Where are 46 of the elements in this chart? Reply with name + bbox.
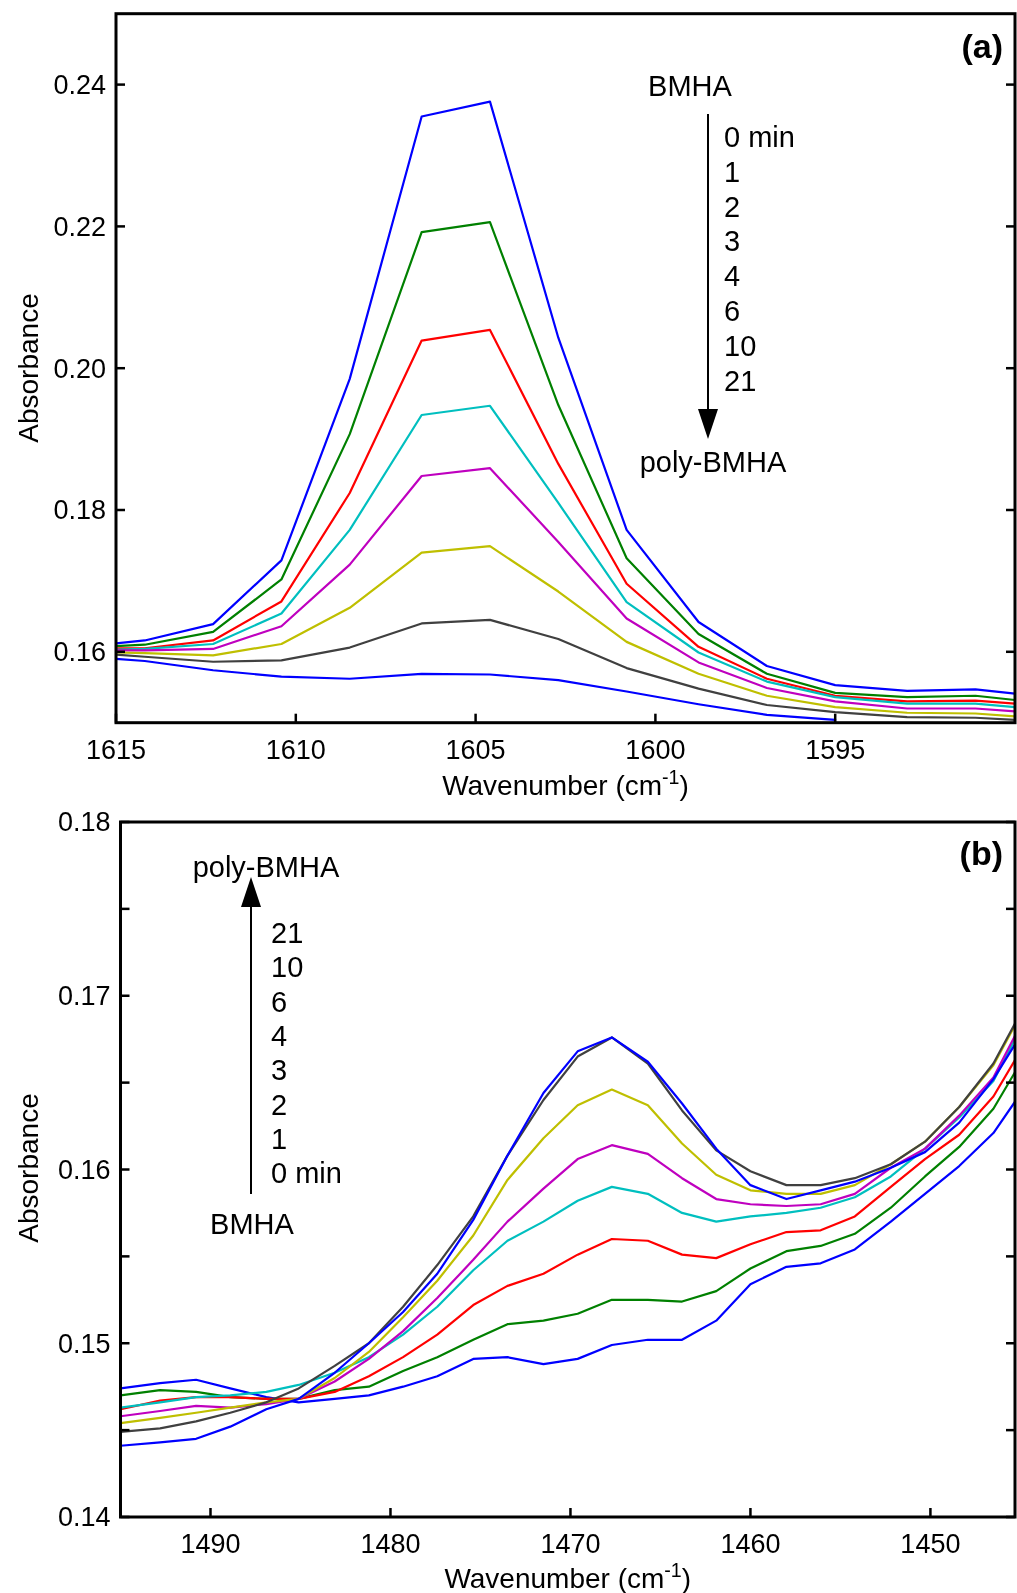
annotation: BMHA xyxy=(210,1208,295,1240)
annotation: 0 min xyxy=(271,1157,342,1190)
y-tick-label: 0.18 xyxy=(53,495,106,526)
x-tick-label: 1460 xyxy=(720,1529,781,1559)
chart-title: (a) xyxy=(961,27,1003,65)
annotation: 21 xyxy=(271,917,304,949)
annotation: 0 min xyxy=(724,121,795,153)
y-tick-label: 0.17 xyxy=(57,981,111,1012)
annotation: BMHA xyxy=(648,70,733,102)
x-axis-title: Wavenumber (cm$^{-1}$) xyxy=(444,1559,692,1593)
annotation: 2 xyxy=(271,1088,288,1121)
x-tick-label: 1610 xyxy=(265,735,326,765)
annotation: 1 xyxy=(724,155,741,188)
y-tick-label: 0.18 xyxy=(57,807,111,838)
annotation: 1 xyxy=(271,1122,288,1155)
x-tick-label: 1605 xyxy=(445,735,506,765)
annotation: 10 xyxy=(271,951,304,984)
y-tick-label: 0.14 xyxy=(57,1502,111,1533)
annotation: 3 xyxy=(724,225,741,258)
y-tick-label: 0.16 xyxy=(57,1154,111,1185)
y-tick-label: 0.20 xyxy=(53,353,106,384)
x-tick-label: 1480 xyxy=(360,1529,421,1559)
y-tick-label: 0.15 xyxy=(57,1328,111,1359)
annotation: 4 xyxy=(271,1019,288,1052)
annotation: 2 xyxy=(724,190,741,223)
annotation: 3 xyxy=(271,1054,288,1087)
y-tick-label: 0.24 xyxy=(53,70,106,101)
x-axis-title: Wavenumber (cm$^{-1}$) xyxy=(442,766,689,801)
chart-title: (b) xyxy=(959,834,1003,872)
y-axis-title: Absorbance xyxy=(13,1093,44,1243)
y-tick-label: 0.16 xyxy=(53,637,106,668)
x-tick-label: 1595 xyxy=(805,735,866,765)
annotation: 21 xyxy=(724,364,757,397)
annotation: 6 xyxy=(271,985,288,1018)
annotation: 6 xyxy=(724,295,741,327)
x-tick-label: 1615 xyxy=(85,735,147,765)
x-tick-label: 1450 xyxy=(900,1529,961,1559)
annotation: 4 xyxy=(724,260,741,293)
x-tick-label: 1600 xyxy=(625,735,686,765)
annotation: 10 xyxy=(724,329,757,362)
y-tick-label: 0.22 xyxy=(53,211,106,242)
y-axis-title: Absorbance xyxy=(13,293,44,443)
annotation: poly-BMHA xyxy=(192,851,340,883)
x-tick-label: 1490 xyxy=(180,1529,241,1559)
annotation: poly-BMHA xyxy=(639,446,787,478)
x-tick-label: 1470 xyxy=(540,1529,601,1559)
